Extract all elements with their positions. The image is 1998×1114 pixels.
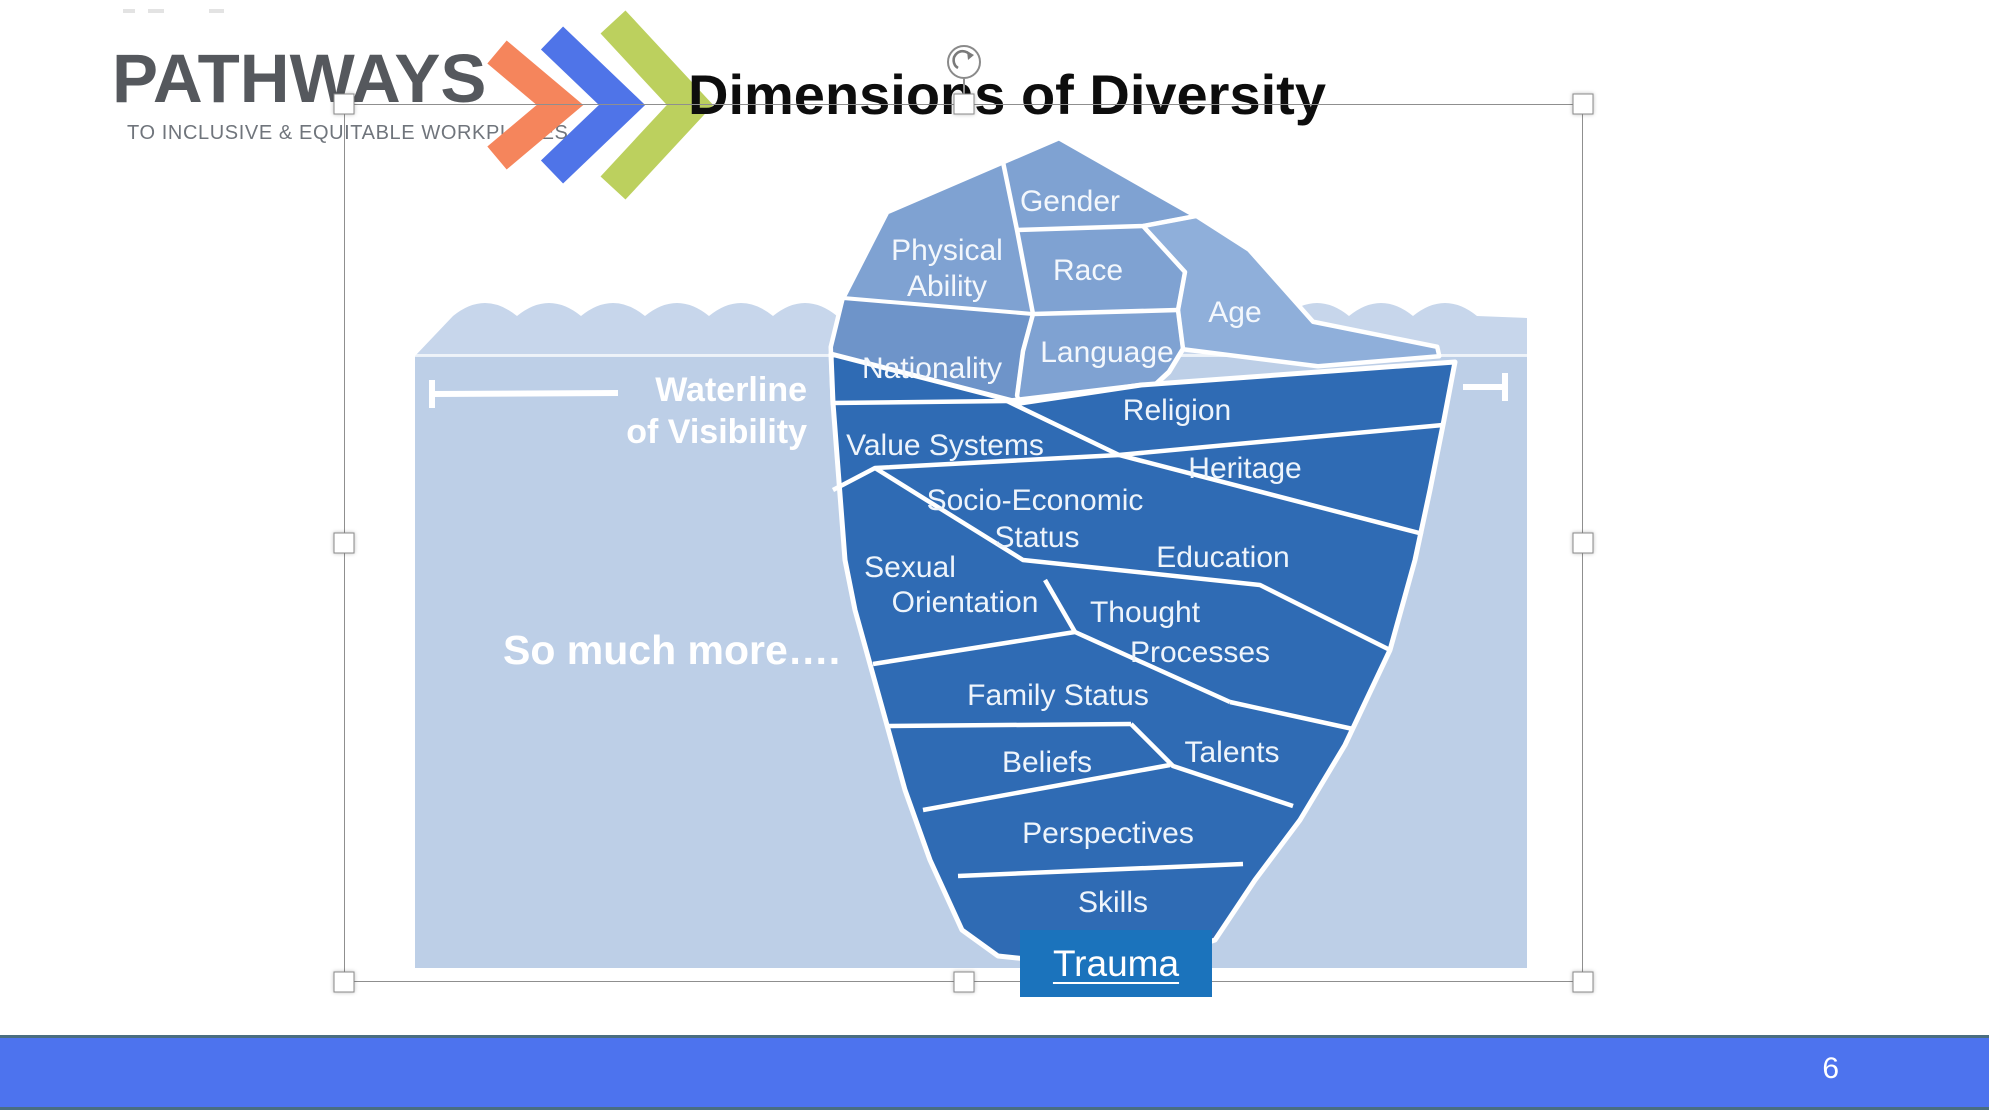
label-talents: Talents [1184,736,1279,769]
label-age: Age [1208,296,1261,329]
label-nationality: Nationality [862,352,1002,385]
selection-handle-top-middle[interactable] [953,93,975,115]
label-sexual: Sexual [864,551,956,584]
label-thought: Thought [1090,596,1201,629]
top-edge-artifact [148,9,164,13]
top-edge-artifact [123,9,135,13]
rotate-handle-icon[interactable] [945,43,983,81]
label-skills: Skills [1078,886,1148,919]
waterline-caption-line2: of Visibility [626,413,807,451]
label-race: Race [1053,254,1123,287]
label-value-systems: Value Systems [846,429,1044,462]
label-status: Status [994,521,1079,554]
top-edge-artifact [209,9,224,13]
label-socio-economic: Socio-Economic [927,484,1144,517]
facet-lines-above [1000,161,1197,397]
label-family-status: Family Status [967,679,1149,712]
label-perspectives: Perspectives [1022,817,1194,850]
logo-wordmark: PATHWAYS [112,40,487,117]
so-much-more-label: So much more…. [503,627,840,673]
rotate-handle-stem [963,79,965,104]
label-orientation: Orientation [892,586,1039,619]
label-gender: Gender [1020,185,1120,218]
selection-handle-top-left[interactable] [333,93,355,115]
iceberg-diagram-image[interactable]: Waterline of Visibility So much more…. G… [413,104,1530,997]
waterline-marker-left [429,380,619,408]
label-beliefs: Beliefs [1002,746,1092,779]
trauma-label: Trauma [1052,942,1180,984]
facet-lines-below [830,382,1444,879]
label-heritage: Heritage [1188,452,1301,485]
selection-handle-bottom-middle[interactable] [953,971,975,993]
footer-bar: 6 [0,1035,1989,1110]
iceberg-age-facet [1141,214,1441,368]
label-processes: Processes [1130,636,1270,669]
label-education: Education [1156,541,1289,574]
label-ability: Ability [907,270,987,303]
selection-handle-bottom-left[interactable] [333,971,355,993]
trauma-text-box[interactable]: Trauma [1020,930,1212,997]
label-language: Language [1040,336,1173,369]
page-number: 6 [1822,1052,1839,1085]
label-physical: Physical [891,234,1003,267]
waterline-caption-line1: Waterline [655,371,807,409]
logo-tagline: TO INCLUSIVE & EQUITABLE WORKPLACES [127,122,569,144]
selection-handle-middle-right[interactable] [1572,532,1594,554]
label-religion: Religion [1123,394,1231,427]
selection-handle-top-right[interactable] [1572,93,1594,115]
logo-chevrons-icon [487,10,714,200]
selection-handle-bottom-right[interactable] [1572,971,1594,993]
selection-handle-middle-left[interactable] [333,532,355,554]
slide-title[interactable]: Dimensions of Diversity [688,63,1326,126]
waterline-marker-right [1463,373,1508,401]
iceberg-below-waterline [828,351,1458,967]
